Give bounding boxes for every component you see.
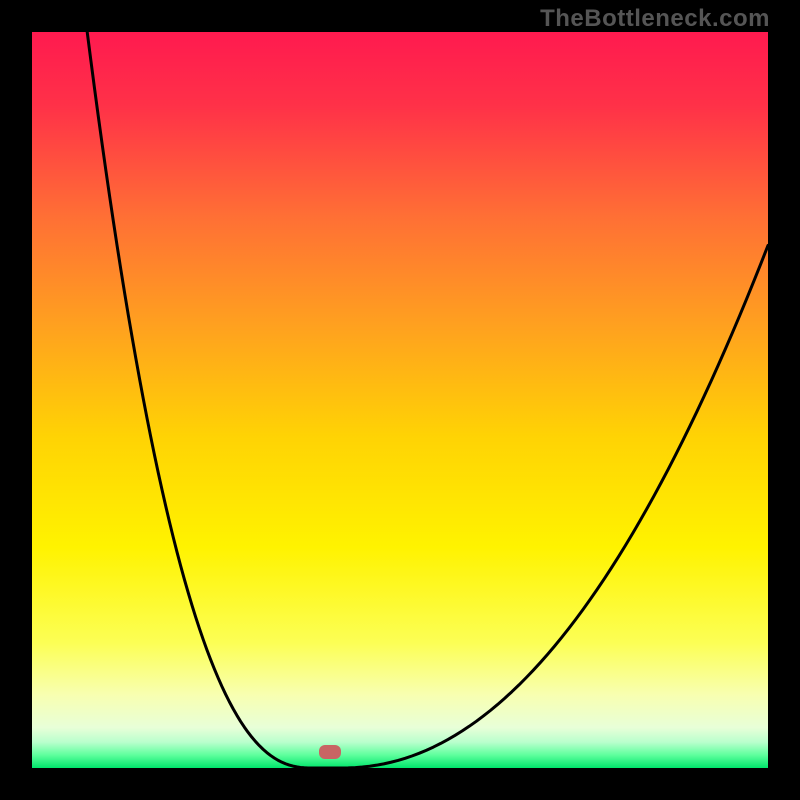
v-curve-path — [87, 32, 768, 768]
optimum-marker — [319, 745, 341, 759]
chart-container: TheBottleneck.com — [0, 0, 800, 800]
bottleneck-curve — [0, 0, 800, 800]
